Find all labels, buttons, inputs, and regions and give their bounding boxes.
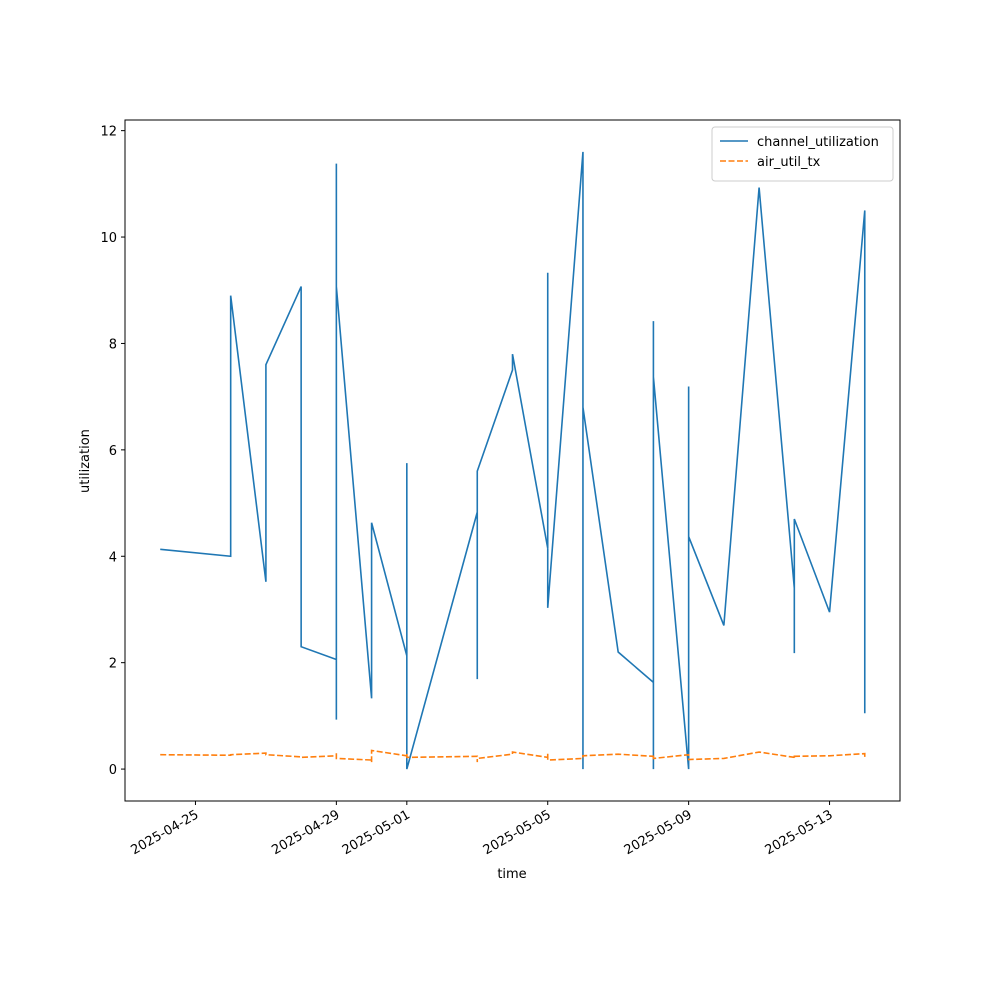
series-line: [160, 749, 866, 763]
legend-label: air_util_tx: [757, 155, 821, 170]
y-tick-label: 10: [100, 231, 117, 246]
y-tick-label: 4: [109, 550, 117, 565]
y-tick-label: 12: [100, 125, 117, 140]
x-axis-label: time: [497, 867, 526, 882]
series-line: [160, 151, 866, 770]
y-tick-label: 6: [109, 444, 117, 459]
legend-box: [711, 126, 894, 182]
legend: channel_utilization air_util_tx: [711, 126, 894, 182]
legend-label: channel_utilization: [757, 135, 879, 150]
plot-frame: [124, 119, 901, 802]
y-tick-label: 0: [109, 763, 117, 778]
y-tick-label: 2: [109, 657, 117, 672]
y-axis-label: utilization: [78, 429, 93, 493]
y-tick-label: 8: [109, 337, 117, 352]
